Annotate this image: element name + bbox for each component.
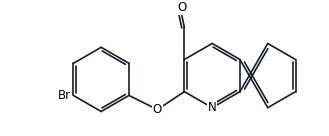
Text: O: O [153,103,162,116]
Text: Br: Br [58,89,70,102]
Text: O: O [177,1,186,14]
Text: N: N [208,101,216,114]
